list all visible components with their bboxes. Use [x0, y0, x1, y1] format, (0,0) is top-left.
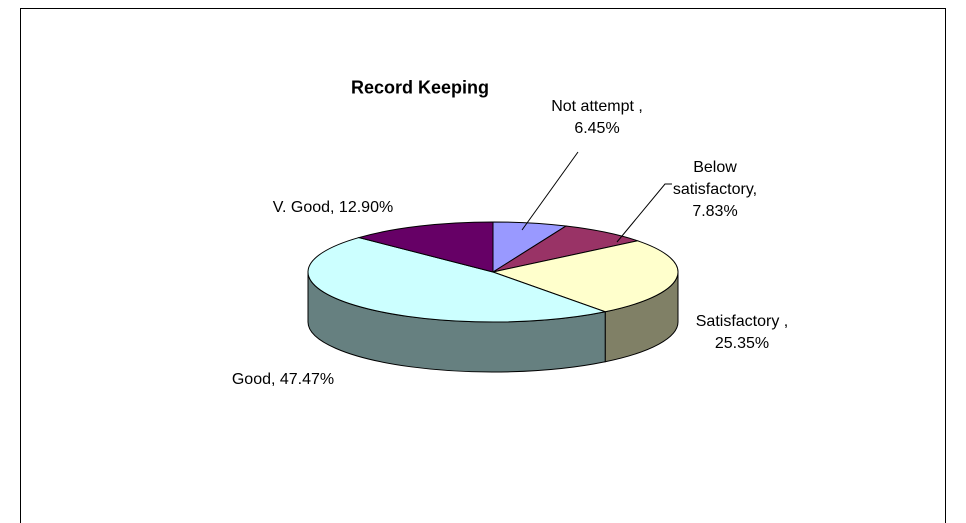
slice	[357, 221, 494, 273]
leader-line	[521, 151, 579, 231]
leader-line	[616, 183, 672, 243]
data-label: V. Good, 12.90%	[272, 199, 394, 216]
data-label: Good, 47.47%	[231, 371, 335, 388]
data-label: Not attempt , 6.45%	[551, 98, 643, 137]
chart-title: Record Keeping	[350, 77, 490, 98]
slice	[491, 240, 679, 313]
data-label: Below satisfactory, 7.83%	[672, 159, 758, 220]
slice	[492, 225, 640, 273]
slice	[307, 237, 608, 323]
data-label: Satisfactory , 25.35%	[695, 313, 789, 352]
